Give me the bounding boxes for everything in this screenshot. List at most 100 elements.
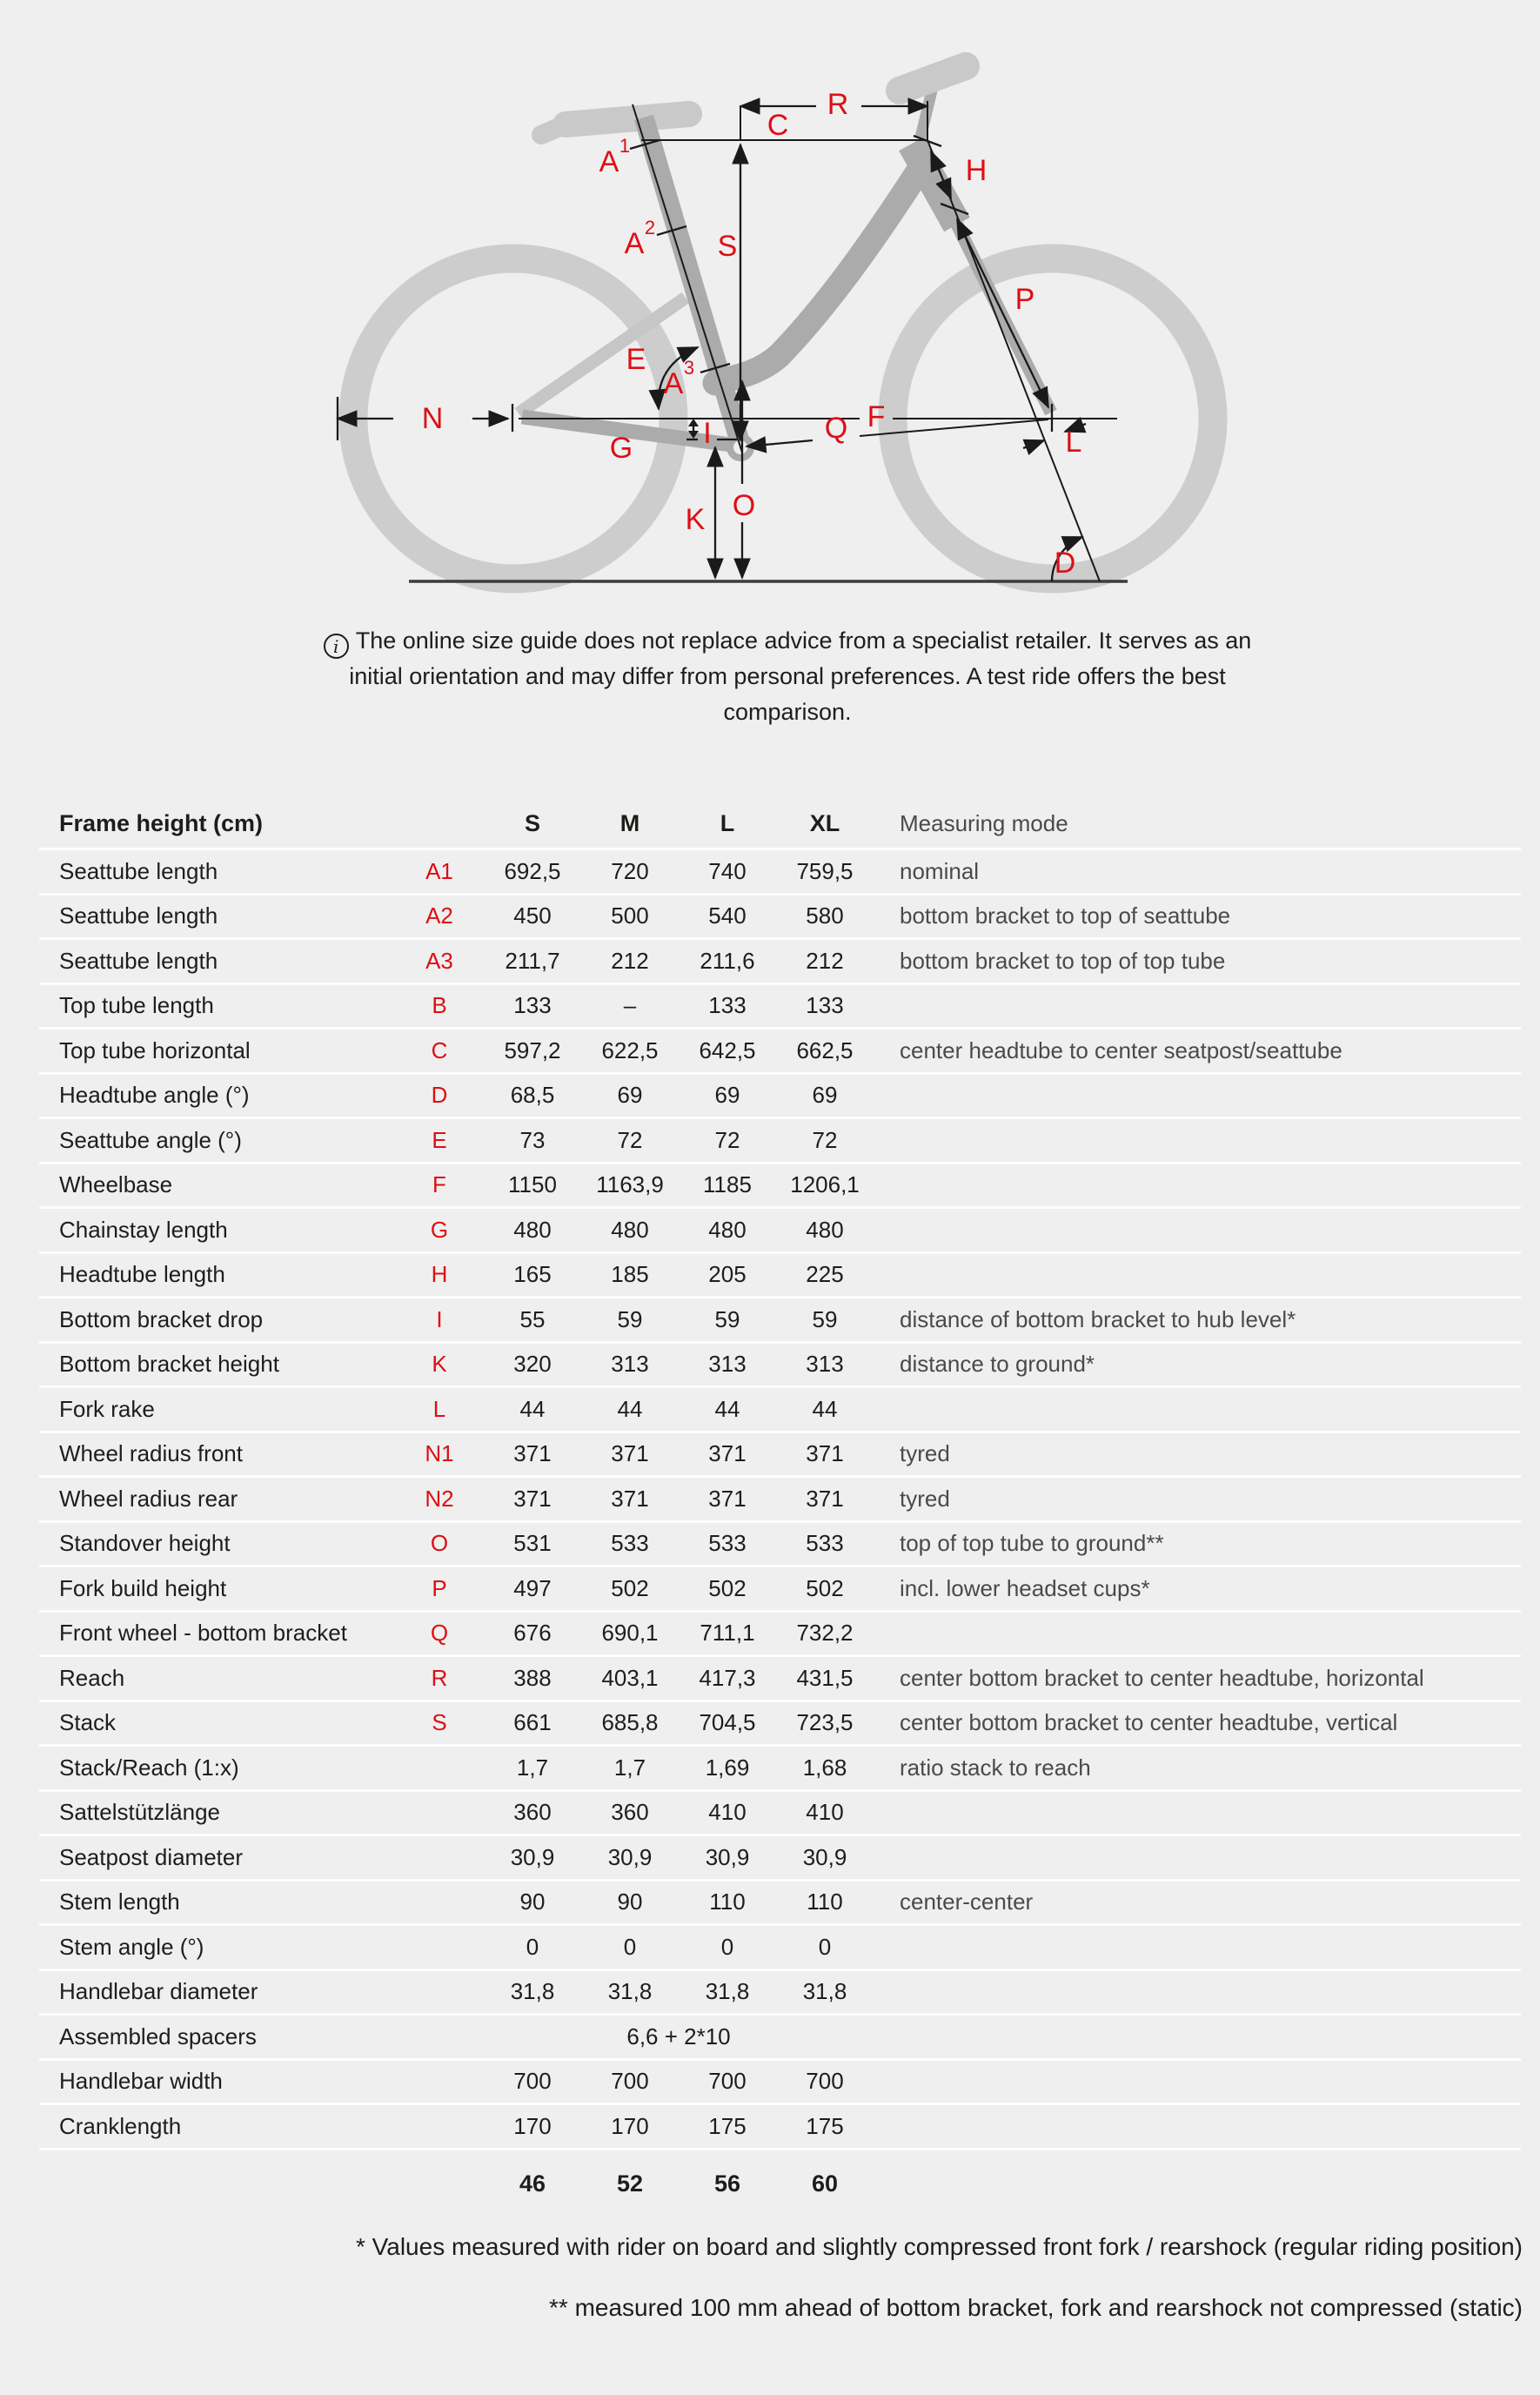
saddle-nose: [532, 115, 575, 144]
row-measuring-mode: tyred: [900, 1440, 950, 1467]
row-value: 371: [708, 1440, 747, 1467]
row-letter: O: [430, 1530, 449, 1557]
row-value: 622,5: [601, 1036, 659, 1063]
table-row: Fork build height P 497 502 502 502 incl. lowe…: [39, 1567, 1521, 1613]
table-row: Assembled spacers 6,6 + 2*10: [39, 2016, 1521, 2061]
table-row: Seattube length A1 692,5 720 740 759,5 nominal: [39, 850, 1521, 896]
row-letter: L: [432, 1395, 446, 1422]
frame-size-m: 52: [616, 2170, 644, 2197]
table-row: Cranklength 170 170 175 175: [39, 2105, 1521, 2150]
row-value: 692,5: [504, 857, 561, 884]
row-value: 1185: [703, 1171, 752, 1198]
row-label: Stem length: [59, 1888, 180, 1915]
table-row: Front wheel - bottom bracket Q 676 690,1 711…: [39, 1613, 1521, 1657]
row-letter: [400, 1747, 479, 1789]
row-label: Assembled spacers: [59, 2023, 257, 2050]
table-row: Bottom bracket height K 320 313 313 313 distan…: [39, 1344, 1521, 1388]
row-letter: [400, 1882, 479, 1924]
row-value: 90: [519, 1888, 546, 1915]
header-title: Frame height (cm): [59, 809, 264, 836]
row-measuring-mode: center bottom bracket to center headtube…: [900, 1664, 1424, 1691]
footnote-static-measure: ** measured 100 mm ahead of bottom brack…: [549, 2294, 1523, 2321]
row-measuring-mode: tyred: [900, 1485, 950, 1512]
row-letter: [400, 2061, 479, 2103]
table-row: Stem angle (°) 0 0 0 0: [39, 1926, 1521, 1971]
row-value: 30,9: [607, 1843, 653, 1870]
label-s: S: [718, 230, 738, 263]
row-value: 31,8: [705, 1978, 750, 2005]
row-value: 450: [513, 902, 552, 929]
row-value: 371: [513, 1485, 552, 1512]
row-measuring-mode: [900, 1836, 1509, 1879]
header-size-l: L: [720, 809, 735, 836]
bike-geometry-diagram: R C A 1 H A 2 S P E A 3 N F G I Q L K O …: [336, 52, 1228, 594]
row-value: 732,2: [796, 1620, 854, 1647]
table-row: Reach R 388 403,1 417,3 431,5 center bottom br…: [39, 1657, 1521, 1702]
label-a2: A: [625, 227, 645, 260]
row-value: 313: [806, 1351, 844, 1378]
row-letter: G: [430, 1216, 449, 1243]
dimension-lines: [336, 97, 1128, 583]
row-value: 110: [807, 1888, 843, 1915]
handlebar-grip-icon: [886, 52, 980, 104]
row-label: Seattube length: [59, 947, 218, 974]
table-row: Handlebar width 700 700 700 700: [39, 2061, 1521, 2105]
table-row: Bottom bracket drop I 55 59 59 59 distance of …: [39, 1298, 1521, 1344]
row-value: 72: [812, 1126, 838, 1153]
table-row: Top tube horizontal C 597,2 622,5 642,5 662,5…: [39, 1030, 1521, 1075]
row-measuring-mode: distance to ground*: [900, 1351, 1095, 1378]
row-value: 533: [611, 1530, 649, 1557]
row-measuring-mode: [900, 1254, 1509, 1297]
label-g: G: [610, 432, 633, 465]
row-letter: A1: [425, 857, 453, 884]
row-label: Stem angle (°): [59, 1933, 204, 1960]
row-value: 69: [714, 1082, 740, 1109]
bike-silhouette-icon: [338, 52, 1228, 594]
row-value: 661: [513, 1709, 552, 1736]
row-value: 480: [611, 1216, 649, 1243]
label-a1-sup: 1: [619, 135, 630, 157]
row-value: 1,7: [516, 1754, 549, 1781]
row-letter: R: [431, 1664, 448, 1691]
header-size-s: S: [524, 809, 540, 836]
header-size-m: M: [619, 809, 640, 836]
row-letter: A2: [425, 902, 453, 929]
row-value: 69: [617, 1082, 643, 1109]
row-value: 597,2: [504, 1036, 561, 1063]
row-value: 371: [513, 1440, 552, 1467]
seat-stay: [514, 292, 690, 419]
wave-down-tube: [702, 158, 932, 396]
row-measuring-mode: [900, 1209, 1509, 1251]
frame-sizes-row: 46 52 56 60: [39, 2157, 1521, 2211]
row-value: 500: [611, 902, 649, 929]
row-measuring-mode: incl. lower headset cups*: [900, 1574, 1150, 1601]
row-value: 360: [611, 1799, 649, 1826]
row-value: 211,7: [505, 947, 560, 974]
row-value: 371: [806, 1440, 844, 1467]
label-f: F: [867, 400, 886, 433]
size-guide-note: i The online size guide does not replace …: [300, 623, 1275, 730]
label-a3-sup: 3: [684, 357, 694, 379]
row-measuring-mode: [900, 1792, 1509, 1835]
row-value: 371: [708, 1485, 747, 1512]
row-value: 720: [611, 857, 649, 884]
row-value-span: 6,6 + 2*10: [626, 2023, 731, 2050]
row-value: 690,1: [601, 1620, 659, 1647]
header-measuring-mode: Measuring mode: [900, 809, 1068, 836]
table-row: Stack/Reach (1:x) 1,7 1,7 1,69 1,68 ratio sta…: [39, 1747, 1521, 1792]
row-value: 700: [611, 2068, 649, 2095]
row-value: 1163,9: [596, 1171, 664, 1198]
row-value: 480: [708, 1216, 747, 1243]
row-letter: N2: [425, 1485, 454, 1512]
table-row: Top tube length B 133 – 133 133: [39, 985, 1521, 1030]
row-value: 540: [708, 902, 747, 929]
row-value: 1206,1: [790, 1171, 860, 1198]
row-label: Front wheel - bottom bracket: [59, 1620, 347, 1647]
row-value: 59: [714, 1305, 740, 1332]
table-row: Headtube angle (°) D 68,5 69 69 69: [39, 1075, 1521, 1119]
row-value: 31,8: [802, 1978, 847, 2005]
row-value: 175: [806, 2112, 844, 2139]
row-value: 480: [806, 1216, 844, 1243]
chainstay: [520, 409, 740, 453]
